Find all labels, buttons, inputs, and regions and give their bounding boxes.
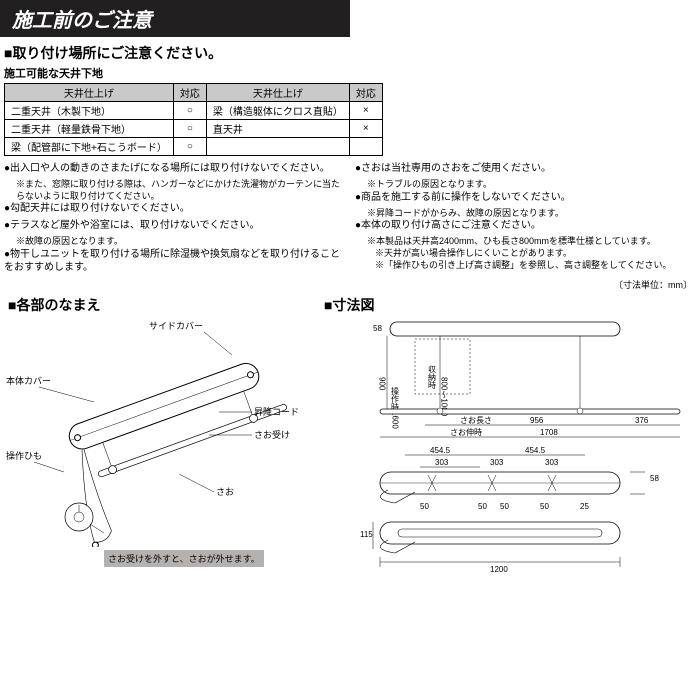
dim-1708: 1708 [540,428,558,437]
th-finish-1: 天井仕上げ [5,84,174,102]
section-heading-parts: ■各部のなまえ [8,295,314,315]
dim-58b: 58 [650,474,659,483]
bullet: 出入口や人の動きのさまたげになる場所には取り付けないでください。 [4,162,345,175]
dim-956: 956 [530,416,544,425]
sub-heading-ceiling: 施工可能な天井下地 [4,65,700,81]
note: 故障の原因となります。 [16,236,345,248]
dim-saolen: さお長さ [460,416,492,425]
note: また、窓際に取り付ける際は、ハンガーなどにかけた洗濯物がカーテンに当たらないよう… [16,179,345,202]
th-compat-1: 対応 [173,84,206,102]
ceiling-compat-table: 天井仕上げ 対応 天井仕上げ 対応 二重天井（木製下地） ○ 梁（構造躯体にクロ… [4,83,383,156]
note: 昇降コードがからみ、故障の原因となります。 [367,208,696,220]
bullet: さおは当社専用のさおをご使用ください。 [355,162,696,175]
dim-303c: 303 [545,458,559,467]
dim-25: 25 [580,502,589,511]
dim-4545a: 454.5 [430,446,451,455]
table-row: 梁（配管部に下地+石こうボード） ○ [5,138,383,156]
note: 天井が高い場合操作しにくいことがあります。 [375,248,696,260]
note: トラブルの原因となります。 [367,179,696,191]
bullet: 勾配天井には取り付けないでください。 [4,202,345,215]
bullet: テラスなど屋外や浴室には、取り付けないでください。 [4,219,345,232]
callout-box: さお受けを外すと、さおが外せます。 [104,550,264,567]
right-column: さおは当社専用のさおをご使用ください。 トラブルの原因となります。 商品を施工す… [355,162,696,278]
note: 「操作ひもの引き上げ高さ調整」を参照し、高さ調整をしてください。 [375,260,696,272]
dim-50a: 50 [420,502,429,511]
dim-50c: 50 [500,502,509,511]
label-receiver: さお受け [254,429,290,440]
dim-376: 376 [635,416,649,425]
label-body-cover: 本体カバー [6,375,51,386]
lower-section: ■各部のなまえ サイドカバ [0,291,700,580]
th-compat-2: 対応 [349,84,382,102]
dim-50d: 50 [540,502,549,511]
label-side-cover: サイドカバー [149,321,203,331]
section-heading-location: ■取り付け場所にご注意ください。 [4,43,700,63]
page-title: 施工前のご注意 [12,10,152,32]
dim-sosa: 操作時1600 [391,386,400,429]
dim-4545b: 454.5 [525,446,546,455]
table-row: 二重天井（軽量鉄骨下地） ○ 直天井 × [5,120,383,138]
parts-diagram-area: ■各部のなまえ サイドカバ [4,291,314,580]
dim-58: 58 [373,324,382,333]
label-cord: 昇降コード [254,406,299,417]
notes-columns: 出入口や人の動きのさまたげになる場所には取り付けないでください。 また、窓際に取… [0,162,700,278]
unit-note: 〔寸法単位：mm〕 [0,278,692,291]
title-bar: 施工前のご注意 [0,0,350,37]
dim-115: 115 [360,530,373,539]
dim-303b: 303 [490,458,504,467]
dim-1200: 1200 [490,565,508,574]
dimension-diagram-area: ■寸法図 58 900 操作時1600 収納時 800～1000 さお長さ 95… [320,291,696,580]
dim-50b: 50 [478,502,487,511]
parts-diagram: サイドカバー 本体カバー 昇降コード さお受け 操作ひも さお [4,317,314,547]
bullet: 本体の取り付け高さにご注意ください。 [355,219,696,232]
section-heading-dim: ■寸法図 [324,295,696,315]
left-column: 出入口や人の動きのさまたげになる場所には取り付けないでください。 また、窓際に取… [4,162,345,278]
dim-303a: 303 [435,458,449,467]
dimension-diagram: 58 900 操作時1600 収納時 800～1000 さお長さ 956 376… [320,317,690,577]
th-finish-2: 天井仕上げ [206,84,349,102]
bullet: 商品を施工する前に操作をしないでください。 [355,191,696,204]
dim-shuno: 収納時 [428,364,437,389]
label-handle: 操作ひも [6,450,42,461]
bullet: 物干しユニットを取り付ける場所に除湿機や換気扇などを取り付けることをおすすめしま… [4,248,345,274]
table-row: 二重天井（木製下地） ○ 梁（構造躯体にクロス直貼） × [5,102,383,120]
dim-900: 900 [378,377,387,391]
label-sao: さお [216,487,234,497]
dim-saoext: さお伸時 [450,427,482,437]
note: 本製品は天井高2400mm、ひも長さ800mmを標準仕様としています。 [367,236,696,248]
